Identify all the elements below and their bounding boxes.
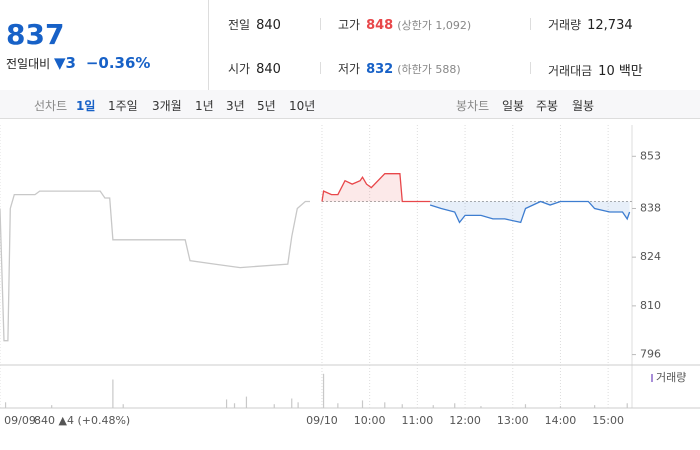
x-tick-label: 11:00 — [402, 414, 434, 427]
period-tab[interactable]: 10년 — [289, 99, 316, 113]
candle-tab[interactable]: 주봉 — [536, 99, 559, 113]
info-label: 거래량 — [548, 18, 582, 32]
volume-legend: 거래량 — [656, 371, 686, 384]
info-value: 840 — [256, 62, 281, 77]
x-tick-label: 13:00 — [497, 414, 529, 427]
tab-group-label: 봉차트 — [456, 99, 490, 113]
info-cell: 전일 840 — [228, 16, 281, 33]
period-tab[interactable]: 3년 — [226, 99, 245, 113]
price-box: 837 전일대비 ▼3 −0.36% — [0, 0, 209, 90]
candle-tab[interactable]: 일봉 — [502, 99, 525, 113]
x-tick-label: 10:00 — [354, 414, 386, 427]
info-value: 832 — [366, 62, 394, 77]
series-line — [321, 173, 431, 203]
info-cell: 시가 840 — [228, 60, 281, 77]
x-tick-label: 09/09 — [4, 414, 36, 427]
info-cell: 저가 832 (하한가 588) — [338, 60, 461, 77]
info-note: (하한가 588) — [397, 63, 461, 76]
candle-tab[interactable]: 월봉 — [572, 99, 595, 113]
change: 전일대비 ▼3 −0.36% — [6, 54, 150, 72]
divider — [320, 62, 321, 74]
y-tick-label: 853 — [640, 149, 661, 162]
divider — [530, 18, 531, 30]
info-label: 거래대금 — [548, 64, 593, 78]
period-tab[interactable]: 3개월 — [152, 99, 182, 113]
period-tab[interactable]: 5년 — [257, 99, 276, 113]
period-tab[interactable]: 1일 — [76, 99, 96, 113]
info-label: 시가 — [228, 62, 251, 76]
x-tick-label: 14:00 — [545, 414, 577, 427]
divider — [530, 62, 531, 74]
x-tick-label: 09/10 — [306, 414, 338, 427]
price: 837 — [6, 18, 65, 51]
change-pct: −0.36% — [85, 54, 151, 72]
info-note: (상한가 1,092) — [397, 19, 472, 32]
info-value: 840 — [256, 18, 281, 33]
change-value: 3 — [65, 54, 76, 72]
summary: 837 전일대비 ▼3 −0.36% 전일 840 고가 848 (상한가 1,092)… — [0, 0, 700, 91]
series-line — [429, 200, 631, 224]
y-tick-label: 810 — [640, 299, 661, 312]
change-label: 전일대비 — [6, 57, 51, 71]
series-line — [0, 190, 310, 342]
tab-bar: 선차트 1일 1주일 3개월 1년 3년 5년 10년 봉차트 일봉 주봉 월봉 — [0, 90, 700, 119]
divider — [320, 18, 321, 30]
info-cell: 거래량 12,734 — [548, 16, 633, 33]
info-label: 전일 — [228, 18, 251, 32]
change-arrow: ▼ — [54, 54, 66, 72]
info-value: 10 백만 — [598, 64, 643, 79]
x-tick-label: 15:00 — [592, 414, 624, 427]
info-label: 고가 — [338, 18, 361, 32]
x-tick-label: 12:00 — [449, 414, 481, 427]
y-tick-label: 796 — [640, 348, 661, 361]
info-cell: 고가 848 (상한가 1,092) — [338, 16, 471, 33]
prev-close-note: 840 ▲4 (+0.48%) — [34, 414, 130, 427]
period-tab[interactable]: 1년 — [195, 99, 214, 113]
period-tab[interactable]: 1주일 — [108, 99, 138, 113]
info-cell: 거래대금 10 백만 — [548, 60, 643, 79]
y-tick-label: 824 — [640, 250, 661, 263]
volume-legend-swatch — [651, 374, 653, 382]
series-area — [430, 201, 630, 223]
tab-group-label: 선차트 — [34, 99, 68, 113]
info-value: 848 — [366, 18, 394, 33]
series-area — [321, 173, 431, 202]
info-value: 12,734 — [587, 18, 633, 33]
info-label: 저가 — [338, 62, 361, 76]
y-tick-label: 838 — [640, 201, 661, 214]
